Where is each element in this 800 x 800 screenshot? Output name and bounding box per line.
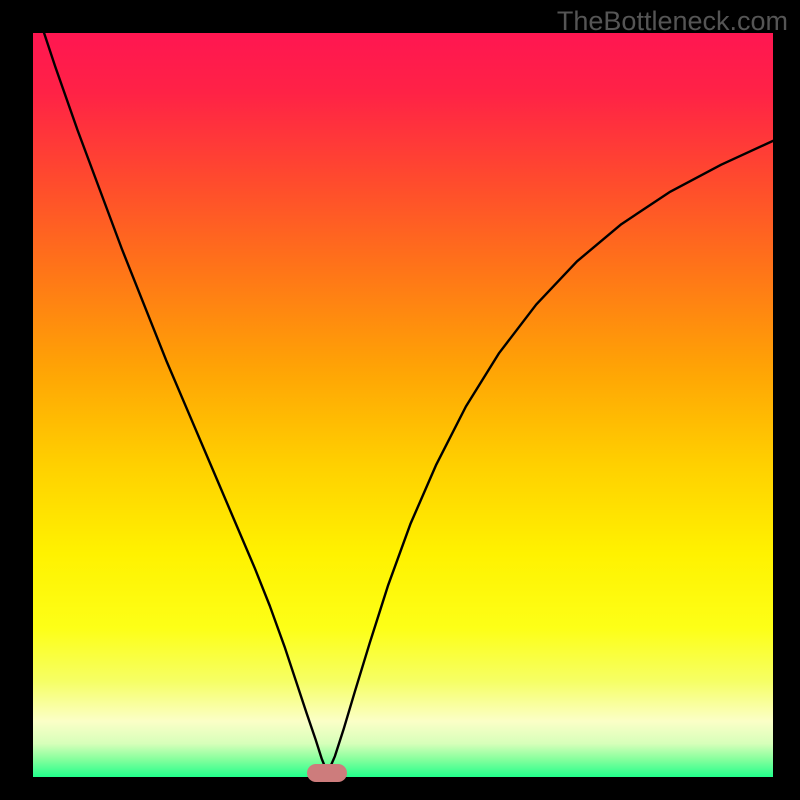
- chart-container: TheBottleneck.com: [0, 0, 800, 800]
- plot-area: [33, 33, 773, 777]
- watermark-text: TheBottleneck.com: [557, 6, 788, 37]
- vertex-marker: [307, 764, 347, 782]
